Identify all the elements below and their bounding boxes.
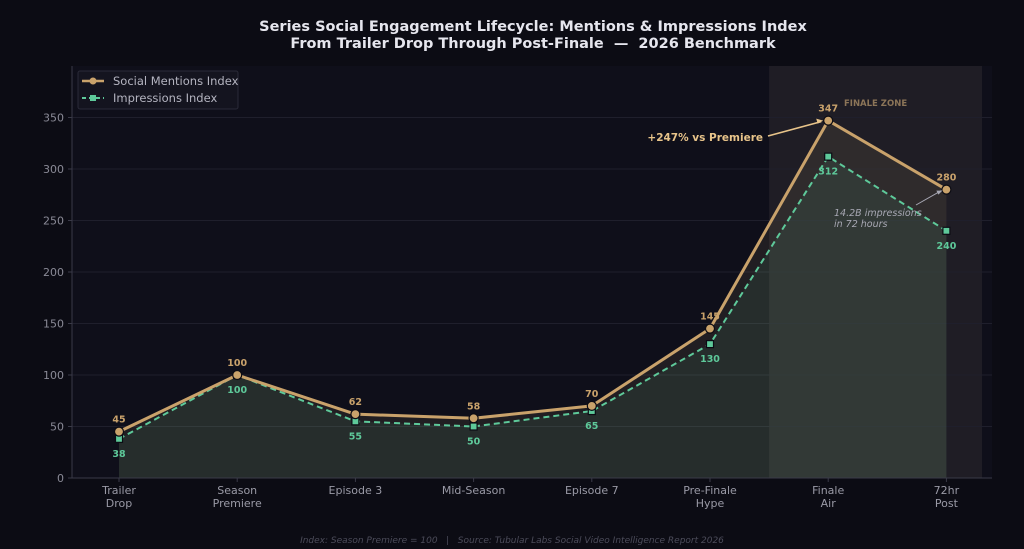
y-tick-label: 0 (57, 472, 64, 485)
mentions-point (113, 426, 125, 437)
impressions-data-label: 130 (700, 354, 720, 365)
annotation-premiere-growth: +247% vs Premiere (647, 132, 763, 144)
annotation-pointer-head (936, 190, 943, 195)
chart-subtitle: From Trailer Drop Through Post-Finale — … (290, 36, 776, 52)
annotation-impressions-note: 14.2B impressions in 72 hours (834, 208, 922, 230)
x-tick-label: Trailer (101, 484, 136, 497)
mentions-data-label: 58 (467, 401, 481, 412)
impressions-data-label: 100 (227, 385, 247, 396)
x-tick-label: Hype (696, 497, 725, 510)
mentions-data-label: 100 (227, 358, 247, 369)
x-tick-label: Air (821, 497, 837, 510)
mentions-point (586, 400, 597, 411)
area-fills (119, 120, 947, 478)
mentions-point (468, 413, 479, 424)
x-tick-label: Drop (106, 497, 132, 510)
legend-impressions-marker (90, 95, 96, 101)
mentions-point (941, 184, 952, 195)
impressions-point (824, 152, 833, 161)
annotation-line: in 72 hours (834, 219, 888, 230)
series-lines (118, 119, 948, 440)
y-tick-label: 50 (50, 421, 64, 434)
x-tick-label: Season (217, 484, 257, 497)
y-tick-label: 150 (43, 318, 64, 331)
legend-box (77, 70, 239, 110)
finale-zone-label: FINALE ZONE (844, 99, 907, 109)
legend-mentions-marker (89, 77, 97, 85)
y-tick-label: 250 (43, 215, 64, 228)
impressions-data-label: 55 (349, 431, 362, 442)
y-tick-label: 100 (43, 369, 64, 382)
annotation-line: 14.2B impressions (834, 208, 922, 219)
mentions-data-label: 145 (700, 312, 720, 323)
mentions-point (232, 369, 243, 381)
gridlines (72, 117, 992, 427)
impressions-data-label: 65 (585, 421, 598, 432)
x-tick-label: Episode 7 (565, 484, 619, 497)
annotation-arrowhead (816, 118, 824, 124)
impressions-data-label: 312 (818, 167, 838, 178)
impressions-data-label: 38 (112, 449, 126, 460)
x-tick-label: Finale (812, 484, 844, 497)
x-tick-label: Post (935, 497, 959, 510)
mentions-area (119, 120, 947, 478)
legend-mentions-label: Social Mentions Index (113, 74, 239, 88)
mentions-point (704, 323, 716, 334)
y-tick-label: 300 (43, 163, 64, 176)
legend-impressions-label: Impressions Index (113, 91, 217, 105)
annotation-arrow (767, 120, 822, 137)
impressions-data-label: 240 (936, 241, 956, 252)
axes: 050100150200250300350TrailerDropSeasonPr… (43, 66, 992, 510)
annotations: +247% vs Premiere 14.2B impressions in 72 … (647, 118, 943, 230)
legend: Social Mentions Index Impressions Index (77, 70, 239, 110)
chart-title: Series Social Engagement Lifecycle: Ment… (259, 19, 807, 35)
y-tick-label: 350 (43, 112, 64, 125)
x-tick-label: Premiere (213, 497, 262, 510)
x-tick-label: Mid-Season (442, 484, 505, 497)
impressions-point (942, 226, 951, 235)
series-markers (113, 115, 952, 443)
mentions-point (823, 115, 834, 126)
x-tick-label: Episode 3 (329, 484, 383, 497)
mentions-data-label: 62 (349, 397, 362, 408)
mentions-point (350, 409, 361, 420)
annotation-pointer (915, 190, 942, 206)
mentions-line (118, 119, 948, 434)
footnote: Index: Season Premiere = 100 | Source: T… (300, 536, 724, 546)
mentions-data-label: 45 (112, 415, 125, 426)
impressions-point (705, 340, 715, 349)
mentions-data-label: 347 (818, 104, 838, 115)
mentions-data-label: 280 (936, 173, 956, 184)
mentions-data-label: 70 (585, 389, 599, 400)
x-tick-label: Pre-Finale (683, 484, 737, 497)
impressions-data-label: 50 (467, 437, 481, 448)
data-labels: 45 100 62 58 70 145 347 280 38 100 55 50 65 130 312 240 (112, 104, 956, 460)
y-tick-label: 200 (43, 266, 64, 279)
x-tick-label: 72hr (934, 484, 960, 497)
impressions-area (119, 156, 947, 478)
impressions-point (469, 422, 478, 431)
